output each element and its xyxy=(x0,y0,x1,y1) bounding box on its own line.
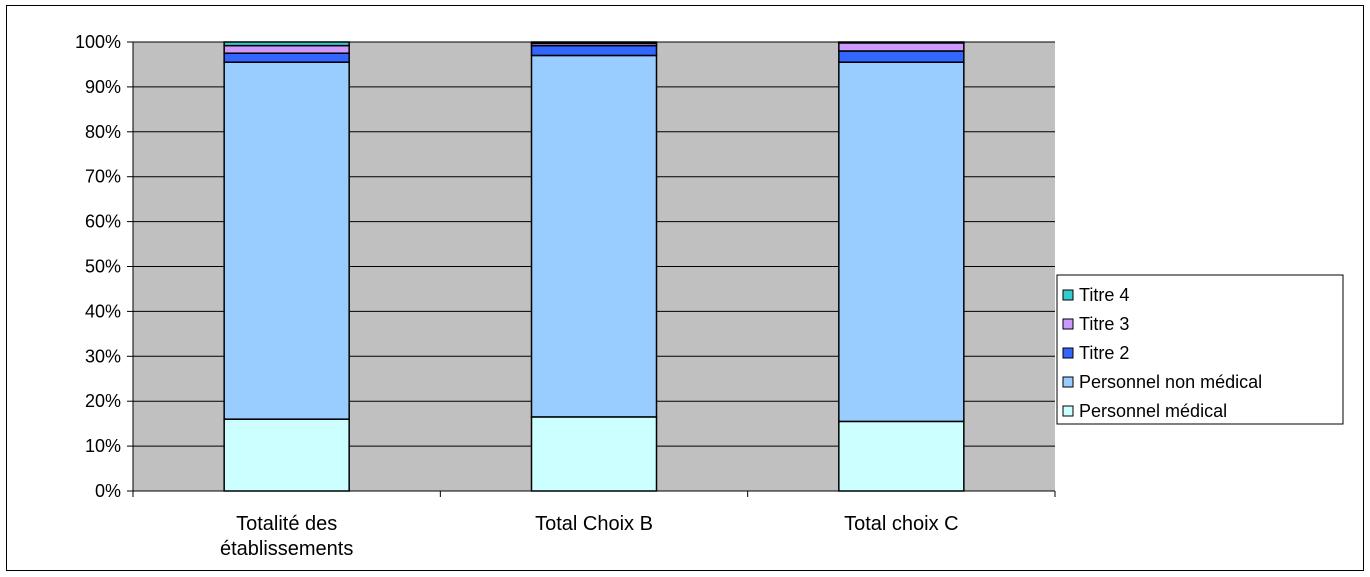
y-tick-label: 30% xyxy=(85,346,121,366)
bar-segment xyxy=(223,44,350,54)
x-category-label: établissements xyxy=(220,538,353,560)
y-tick-label: 20% xyxy=(85,391,121,411)
legend-label: Titre 2 xyxy=(1079,343,1129,363)
bar-segment xyxy=(530,54,658,418)
bar-segment xyxy=(223,418,350,492)
legend-swatch xyxy=(1062,376,1074,388)
legend-box xyxy=(1056,274,1344,425)
bar-segment xyxy=(838,41,965,44)
y-tick-label: 40% xyxy=(85,301,121,321)
bar-segment xyxy=(838,50,965,63)
legend-label: Titre 4 xyxy=(1079,285,1129,305)
legend-label: Personnel non médical xyxy=(1079,372,1262,392)
bar-segment xyxy=(223,52,350,63)
legend-swatch xyxy=(1062,318,1074,330)
legend-label: Titre 3 xyxy=(1079,314,1129,334)
y-tick-label: 80% xyxy=(85,122,121,142)
y-tick-label: 100% xyxy=(75,32,121,52)
plot-area xyxy=(133,41,1055,492)
y-tick-label: 0% xyxy=(95,481,121,501)
y-tick-label: 50% xyxy=(85,257,121,277)
x-category-label: Total choix C xyxy=(844,513,959,535)
legend-swatch xyxy=(1062,405,1074,417)
bar-segment xyxy=(530,41,658,45)
legend-swatch xyxy=(1062,289,1074,301)
axes: 0% 10% 20% 30% 40% 50% 60% 70% 80% 90% 100% Totalit… xyxy=(75,32,1056,560)
bar-segment xyxy=(838,420,965,492)
x-category-label: Totalité des xyxy=(236,513,337,535)
bar-segment xyxy=(838,61,965,423)
bar-segment xyxy=(530,416,658,492)
bar-segment xyxy=(838,42,965,52)
y-tick-label: 10% xyxy=(85,436,121,456)
y-tick-label: 90% xyxy=(85,77,121,97)
legend: Titre 4 Titre 3 Titre 2 Personnel non médic… xyxy=(1056,274,1344,425)
x-category-label: Total Choix B xyxy=(535,513,653,535)
bar-segment xyxy=(223,41,350,47)
y-tick-label: 70% xyxy=(85,167,121,187)
bar-segment xyxy=(530,44,658,57)
bar-segment xyxy=(223,61,350,420)
y-tick-label: 60% xyxy=(85,212,121,232)
legend-swatch xyxy=(1062,347,1074,359)
legend-label: Personnel médical xyxy=(1079,401,1227,421)
